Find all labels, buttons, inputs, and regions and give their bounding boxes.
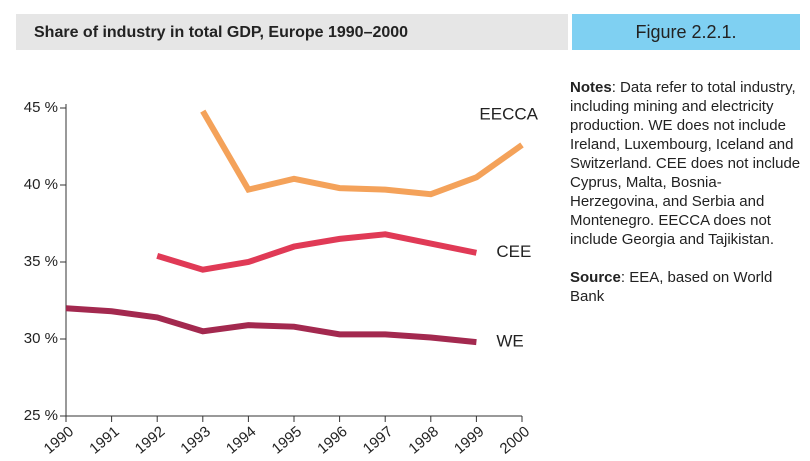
x-tick-label: 1992 [132,423,168,457]
x-tick-label: 1994 [223,423,259,457]
x-tick-label: 2000 [497,423,533,457]
x-tick-label: 1995 [269,423,305,457]
series-label: CEE [496,242,531,261]
notes: Notes: Data refer to total industry, inc… [570,78,810,325]
y-tick-label: 30 % [24,330,58,347]
y-tick-label: 45 % [24,99,58,116]
title-band [16,14,568,50]
notes-text: Notes: Data refer to total industry, inc… [570,78,810,249]
y-tick-label: 35 % [24,253,58,270]
series-label: EECCA [479,104,538,123]
x-tick-label: 1990 [41,423,77,457]
x-tick-label: 1996 [314,423,350,457]
figure-label: Figure 2.2.1. [635,22,736,42]
x-tick-label: 1998 [405,423,441,457]
series-line [156,231,477,273]
series-label: WE [496,332,523,351]
x-tick-label: 1993 [177,423,213,457]
notes-body: : Data refer to total industry, includin… [570,79,801,248]
source-body: : EEA, based on World Bank [570,269,773,305]
source-label: Source [570,269,621,286]
notes-label: Notes [570,79,612,96]
y-tick-label: 40 % [24,176,58,193]
source-text: Source: EEA, based on World Bank [570,268,810,306]
x-tick-label: 1991 [86,423,122,457]
series-line [200,109,524,198]
series-line [65,305,477,346]
x-tick-label: 1997 [360,423,396,457]
figure-band [572,14,800,50]
x-tick-label: 1999 [451,423,487,457]
y-tick-label: 25 % [24,407,58,424]
chart-title: Share of industry in total GDP, Europe 1… [34,24,408,41]
